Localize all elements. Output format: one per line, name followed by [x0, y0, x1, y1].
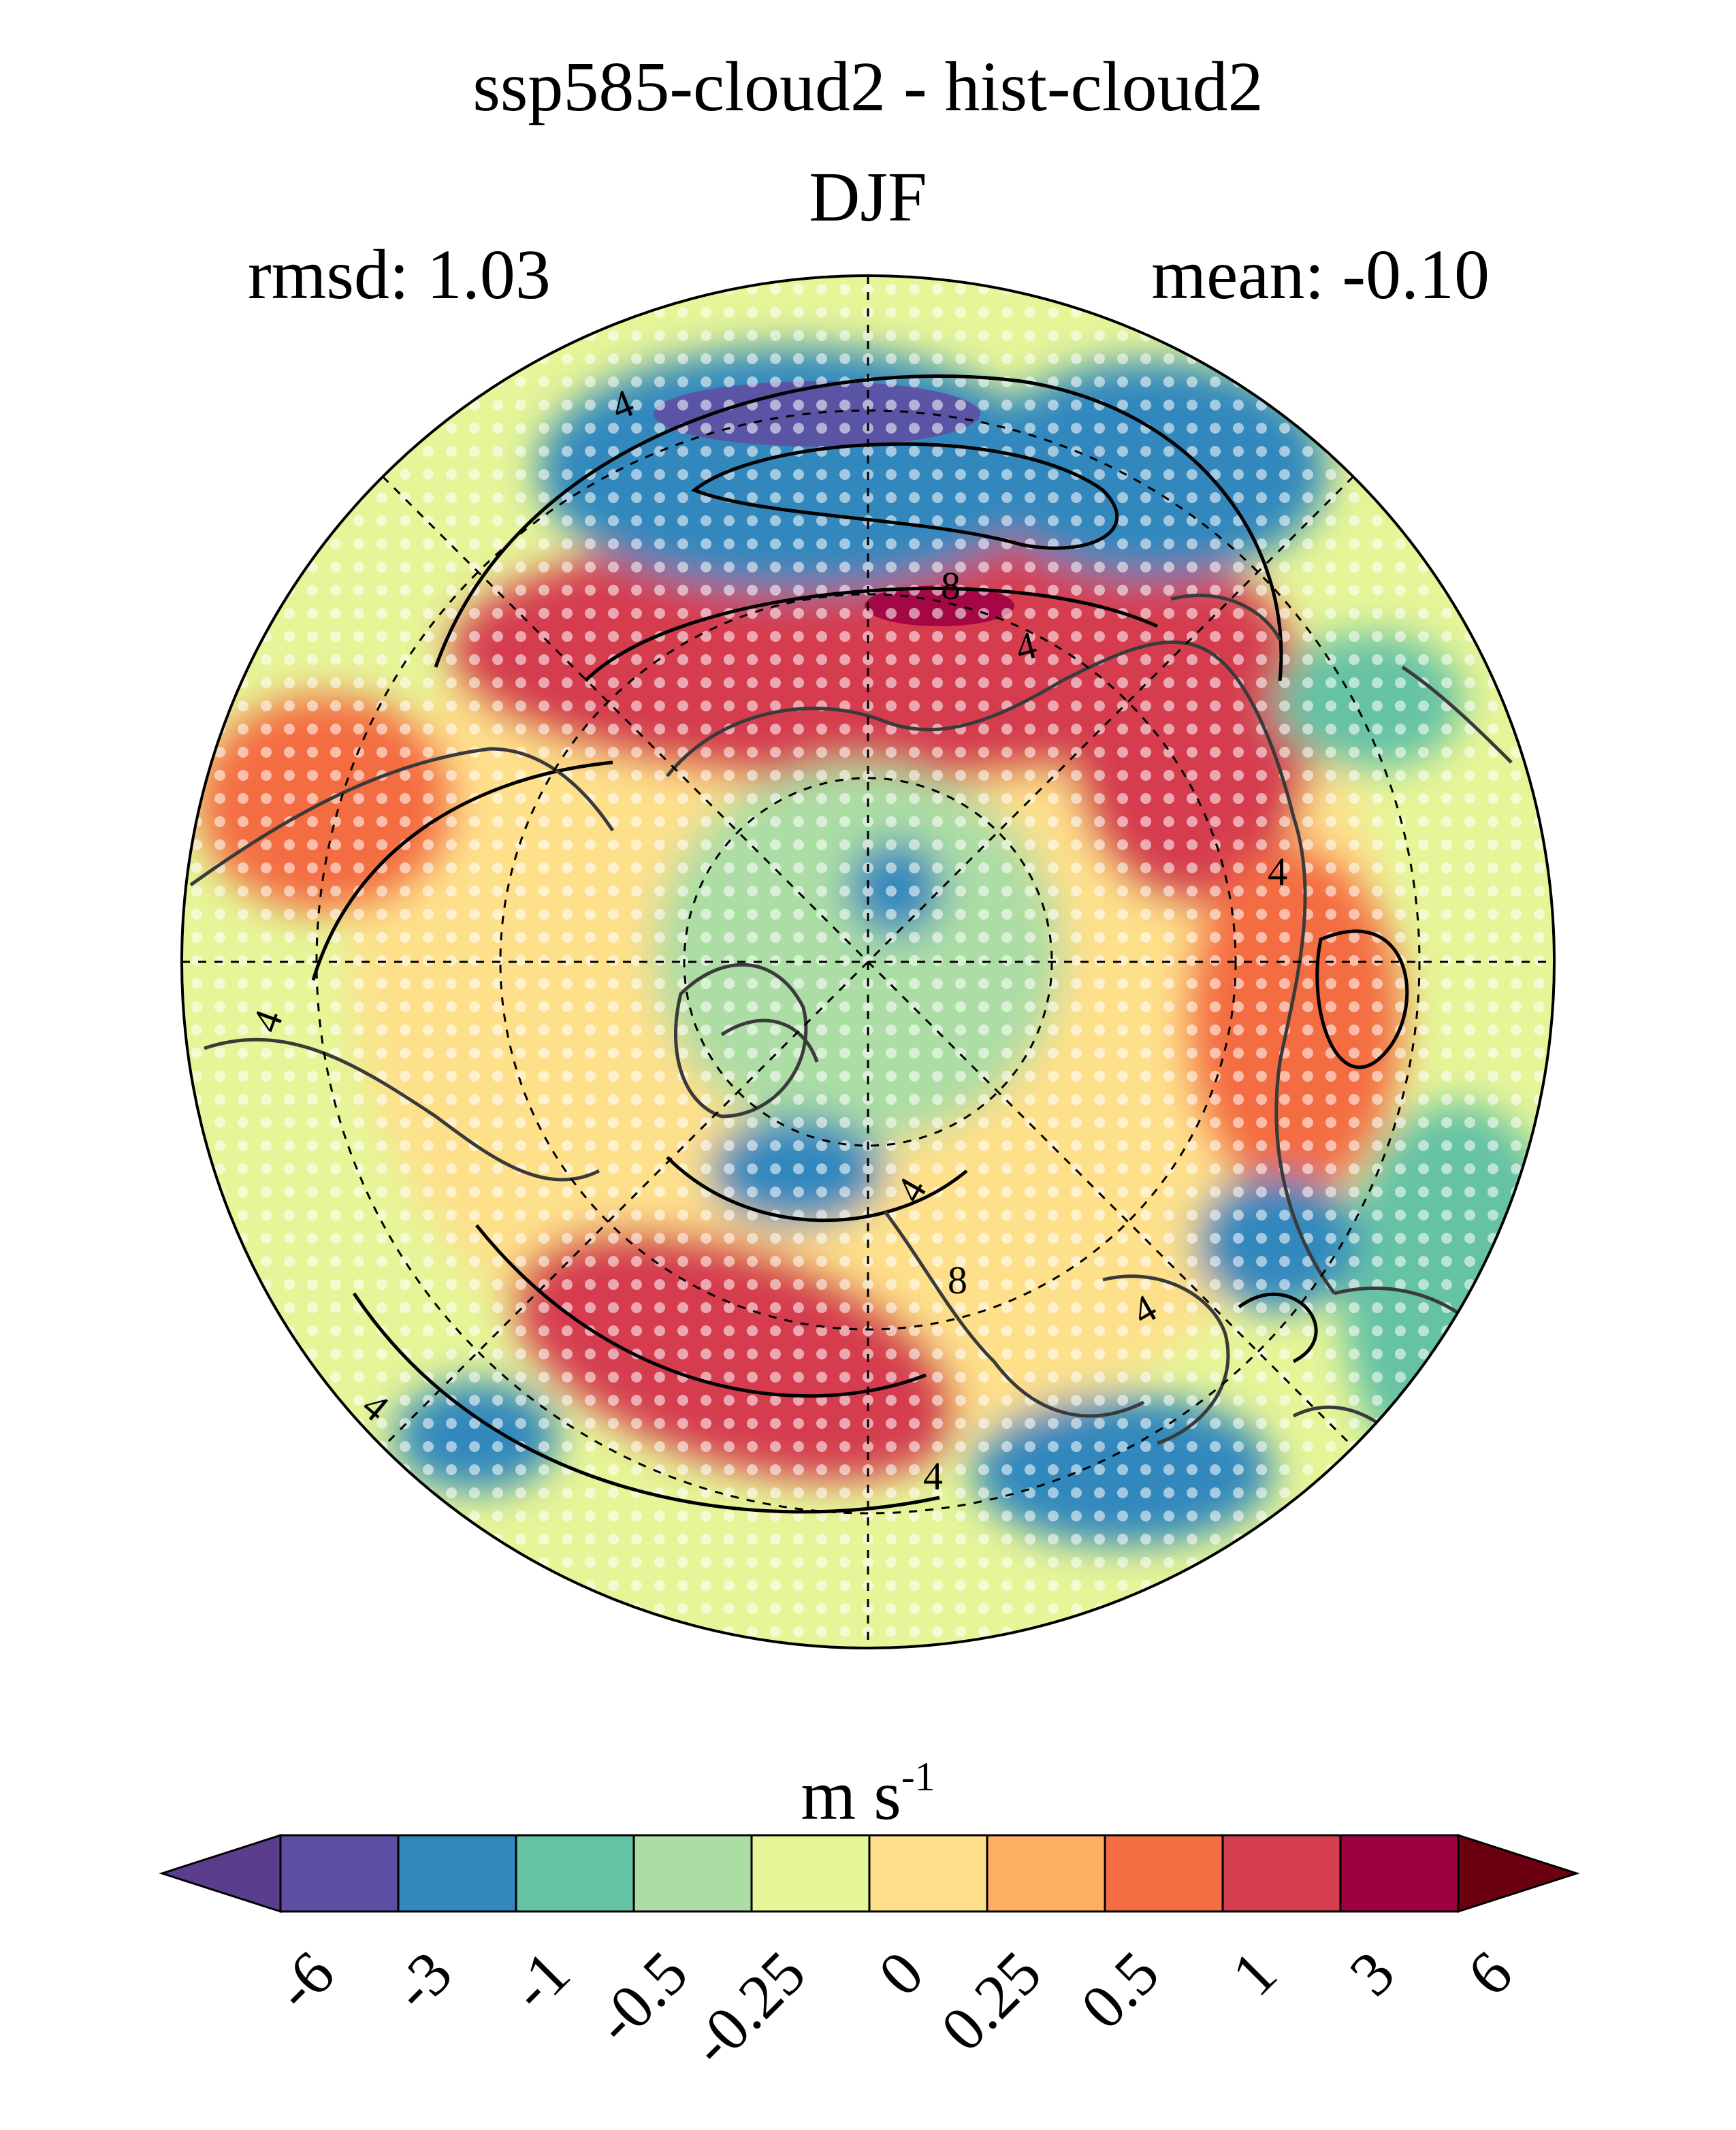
contour-label: 8	[941, 564, 961, 608]
colorbar-swatch	[986, 1834, 1106, 1913]
colorbar-swatch	[279, 1834, 400, 1913]
colorbar-swatch	[1339, 1834, 1460, 1913]
colorbar-swatch	[397, 1834, 517, 1913]
colorbar-swatch	[1221, 1834, 1342, 1913]
contour-label: 8	[948, 1258, 967, 1302]
colorbar-under-triangle	[159, 1833, 282, 1914]
colorbar-swatch	[868, 1834, 988, 1913]
map-field	[182, 276, 1554, 1648]
polar-map: 4 8 4 4 4 4 8 4 4 4	[180, 274, 1556, 1649]
colorbar-swatch	[1104, 1834, 1224, 1913]
colorbar-swatch	[750, 1834, 871, 1913]
colorbar-over-triangle	[1457, 1833, 1580, 1914]
rmsd-label: rmsd: 1.03	[248, 236, 551, 314]
map-title: ssp585-cloud2 - hist-cloud2	[472, 48, 1264, 126]
graticule	[182, 276, 1554, 1648]
colorbar-swatch	[632, 1834, 753, 1913]
colorbar-unit: m s-1	[801, 1754, 935, 1835]
contour-lines	[311, 374, 1409, 1514]
coastlines	[189, 594, 1513, 1485]
contour-label: 4	[1268, 850, 1287, 894]
colorbar-swatch	[515, 1834, 635, 1913]
contour-label: 4	[923, 1454, 943, 1498]
mean-label: mean: -0.10	[1151, 236, 1490, 314]
map-boundary	[180, 274, 1556, 1649]
season-label: DJF	[809, 158, 927, 236]
